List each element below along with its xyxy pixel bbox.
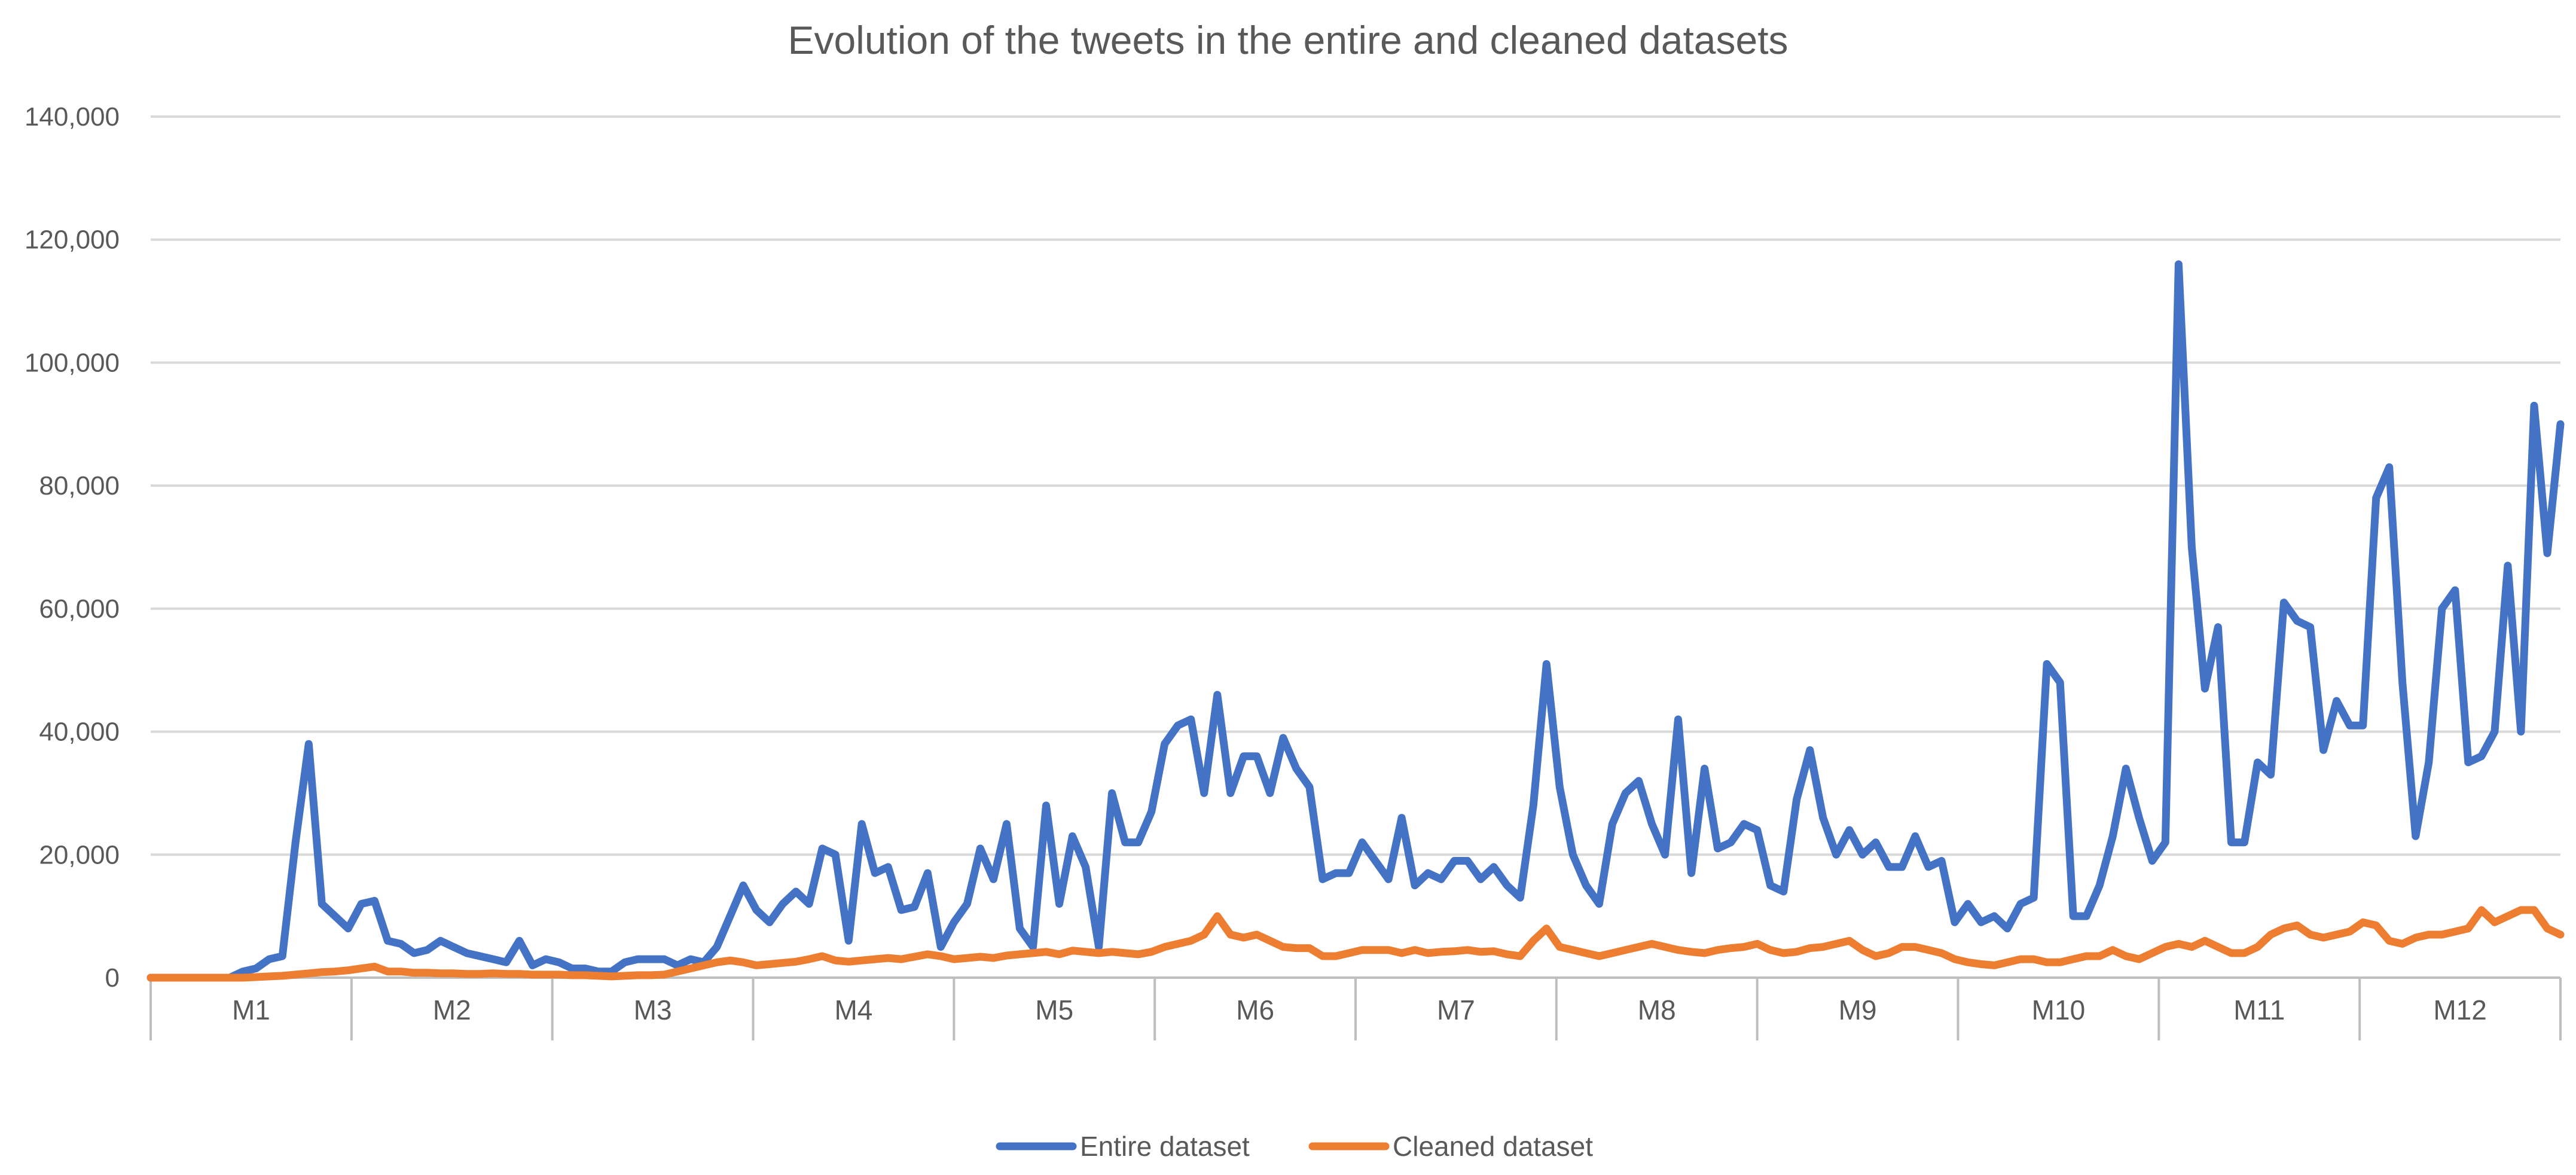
chart-title: Evolution of the tweets in the entire an… — [788, 18, 1788, 62]
y-tick-label: 120,000 — [25, 225, 120, 255]
y-tick-label: 40,000 — [39, 718, 120, 747]
x-tick-label: M8 — [1638, 994, 1676, 1026]
x-tick-label: M2 — [433, 994, 471, 1026]
x-tick-label: M7 — [1437, 994, 1475, 1026]
legend-label: Cleaned dataset — [1393, 1131, 1593, 1162]
x-tick-label: M5 — [1035, 994, 1073, 1026]
y-tick-label: 100,000 — [25, 348, 120, 377]
y-tick-label: 80,000 — [39, 471, 120, 500]
x-tick-label: M1 — [232, 994, 270, 1026]
x-tick-label: M12 — [2433, 994, 2486, 1026]
x-tick-label: M9 — [1839, 994, 1877, 1026]
x-tick-label: M10 — [2032, 994, 2085, 1026]
x-axis: M1 M2 M3 M4 M5 M6 M7 M8 M9 M10 M11 M12 — [149, 976, 2562, 1040]
y-tick-label: 0 — [105, 963, 120, 993]
legend: Entire dataset Cleaned dataset — [996, 1131, 1593, 1162]
series-line-entire-dataset — [146, 260, 2565, 982]
gridlines — [151, 115, 2560, 856]
legend-label: Entire dataset — [1080, 1131, 1250, 1162]
y-tick-label: 20,000 — [39, 840, 120, 869]
y-tick-label: 60,000 — [39, 594, 120, 624]
x-tick-label: M6 — [1236, 994, 1274, 1026]
series-lines — [146, 260, 2565, 982]
y-axis-ticks: 0 20,000 40,000 60,000 80,000 100,000 120,000 1… — [25, 102, 120, 993]
x-tick-label: M3 — [634, 994, 672, 1026]
x-tick-label: M4 — [834, 994, 872, 1026]
x-tick-label: M11 — [2233, 994, 2285, 1026]
series-line-cleaned-dataset — [146, 906, 2565, 982]
y-tick-label: 140,000 — [25, 102, 120, 132]
